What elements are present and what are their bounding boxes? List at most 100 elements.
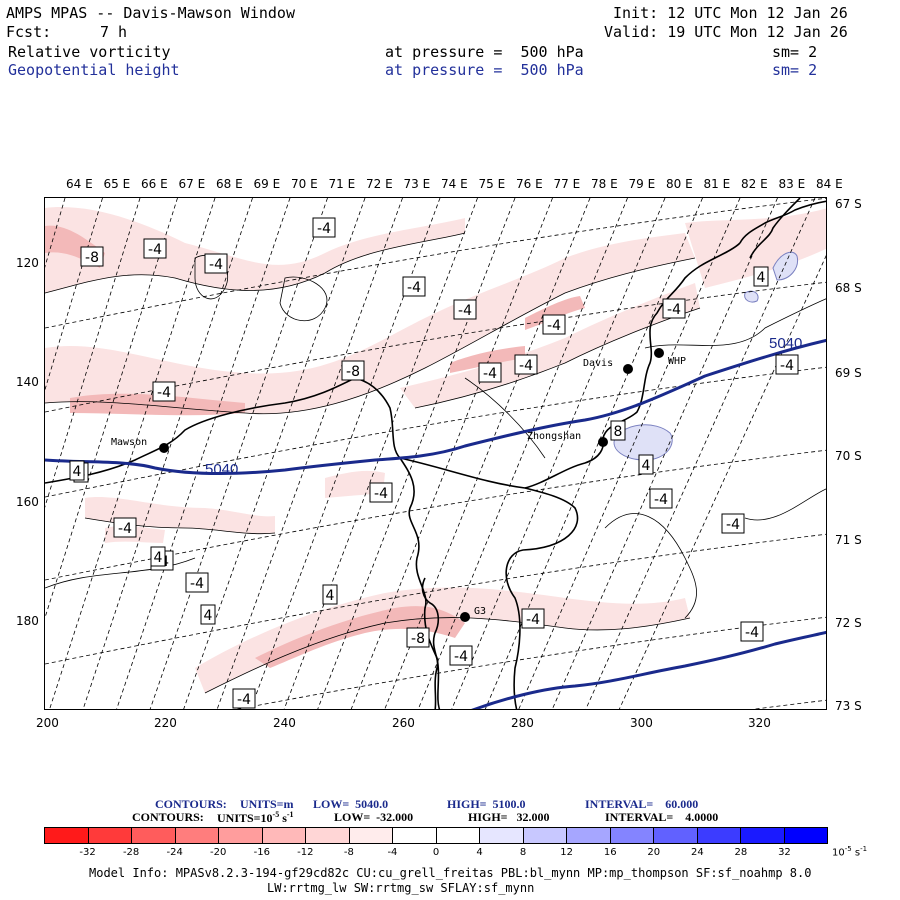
model-info-line1: Model Info: MPASv8.2.3-194-gf29cd82c CU:… [89, 866, 812, 880]
colorbar-units-suffix: s [851, 847, 861, 859]
grid-meridian [317, 198, 516, 709]
colorbar-segment [697, 828, 741, 843]
lon-label: 84 E [816, 177, 843, 191]
vorticity-value-label: -4 [369, 482, 393, 503]
legend-line1-units: UNITS=m [240, 797, 294, 811]
vorticity-value-label: -4 [113, 517, 137, 538]
colorbar-segment [306, 828, 350, 843]
field1-name: Relative vorticity [8, 43, 171, 61]
grid-meridian [82, 198, 253, 709]
svg-text:-4: -4 [458, 303, 472, 319]
vorticity-value-label: -4 [542, 314, 566, 335]
colorbar-segment [262, 828, 306, 843]
colorbar-label: 4 [476, 847, 483, 858]
svg-text:-4: -4 [118, 521, 132, 537]
field2-smoothing: sm= 2 [772, 61, 818, 79]
vorticity-value-label: -8 [80, 246, 104, 267]
x-tick-label: 300 [630, 716, 653, 730]
station-marker-whp [654, 348, 664, 358]
grid-parallel [45, 449, 826, 581]
grid-meridian [45, 198, 141, 508]
colorbar-label: 24 [690, 847, 704, 858]
map-panel: 5040 5040 -8 -4 -4 -4 -4 -4 -4 -8 -4 -4 -4 -4 -4 -4 -4… [44, 197, 827, 710]
lon-label: 82 E [741, 177, 768, 191]
colorbar-segment [436, 828, 480, 843]
model-info-line2: LW:rrtmg_lw SW:rrtmg_sw SFLAY:sf_mynn [267, 881, 535, 895]
vorticity-value-label: 4 [200, 604, 216, 625]
svg-text:-4: -4 [317, 221, 331, 237]
lat-label: 72 S [835, 616, 862, 630]
vorticity-labels: -8-4-4-4-4-4-4-8-4-4-4-4-4-4-4-4484-4-44… [69, 217, 799, 709]
svg-text:-4: -4 [780, 358, 794, 374]
vorticity-value-label: 4 [638, 454, 654, 475]
lat-label: 69 S [835, 366, 862, 380]
vorticity-value-label: 8 [610, 420, 626, 441]
map-canvas: 5040 5040 -8 -4 -4 -4 -4 -4 -4 -8 -4 -4 -4 -4 -4 -4 -4… [45, 198, 826, 709]
vorticity-value-label: -4 [152, 381, 176, 402]
colorbar-units: 10-5 s-1 [832, 845, 867, 858]
lon-label: 75 E [478, 177, 506, 191]
latlon-grid [45, 198, 826, 709]
svg-text:-4: -4 [190, 576, 204, 592]
grid-meridian [484, 198, 703, 709]
colorbar-segment [88, 828, 132, 843]
colorbar-segment [45, 828, 89, 843]
station-label-whp: WHP [668, 356, 686, 367]
y-tick-label: 180 [16, 614, 39, 628]
lon-label: 78 E [591, 177, 618, 191]
colorbar-label: -16 [253, 847, 270, 858]
vorticity-contours [45, 232, 826, 694]
svg-text:-4: -4 [148, 242, 162, 258]
grid-meridian [350, 198, 553, 709]
height-contours [45, 338, 826, 709]
vorticity-value-label: -4 [232, 688, 256, 709]
height-label-5040-east: 5040 [769, 335, 802, 352]
legend-line1-label: CONTOURS: [155, 797, 227, 811]
svg-text:-4: -4 [157, 385, 171, 401]
colorbar-label: -8 [343, 847, 354, 858]
svg-text:4: 4 [154, 550, 163, 566]
svg-text:-4: -4 [374, 486, 388, 502]
stations: Mawson Davis WHP Zhongshan G3 [111, 348, 686, 622]
legend-line2-units-base: UNITS=10 [217, 811, 273, 825]
colorbar-segment [741, 828, 785, 843]
x-tick-label: 320 [748, 716, 771, 730]
field1-level: at pressure = 500 hPa [385, 43, 584, 61]
colorbar-segment [480, 828, 524, 843]
lon-label: 76 E [516, 177, 543, 191]
lon-label: 67 E [178, 177, 206, 191]
grid-meridian [45, 198, 178, 619]
svg-text:-4: -4 [547, 318, 561, 334]
svg-text:4: 4 [326, 588, 335, 604]
vorticity-value-label: -4 [453, 299, 477, 320]
colorbar-segment [784, 828, 827, 843]
x-tick-label: 280 [511, 716, 534, 730]
plot-title: AMPS MPAS -- Davis-Mawson Window [6, 4, 295, 22]
colorbar-label: 8 [519, 847, 527, 858]
colorbar-label: -12 [297, 847, 314, 858]
legend-line2-units: UNITS=10-5 s-1 [217, 810, 294, 826]
colorbar-label: 0 [432, 847, 440, 858]
svg-text:-8: -8 [346, 364, 360, 380]
colorbar-segment [393, 828, 437, 843]
grid-meridian [585, 198, 816, 709]
forecast-hours: 7 h [100, 23, 128, 41]
svg-text:4: 4 [642, 458, 651, 474]
colorbar-segment [132, 828, 176, 843]
forecast-label: Fcst: [6, 23, 52, 41]
legend-line2-high: HIGH= 32.000 [468, 810, 550, 824]
x-tick-label: 240 [273, 716, 296, 730]
colorbar-segment [654, 828, 698, 843]
legend-line2-low: LOW= -32.000 [334, 810, 414, 824]
coastline [45, 198, 826, 709]
svg-text:-4: -4 [519, 358, 533, 374]
colorbar-label: 12 [560, 847, 574, 858]
grid-parallel [236, 616, 826, 709]
colorbar-label: -28 [122, 847, 140, 858]
grid-meridian [384, 198, 591, 709]
station-marker-g3 [460, 612, 470, 622]
svg-text:-4: -4 [526, 612, 540, 628]
svg-text:-4: -4 [237, 692, 251, 708]
vorticity-value-label: -4 [204, 253, 228, 274]
colorbar-segment [610, 828, 654, 843]
